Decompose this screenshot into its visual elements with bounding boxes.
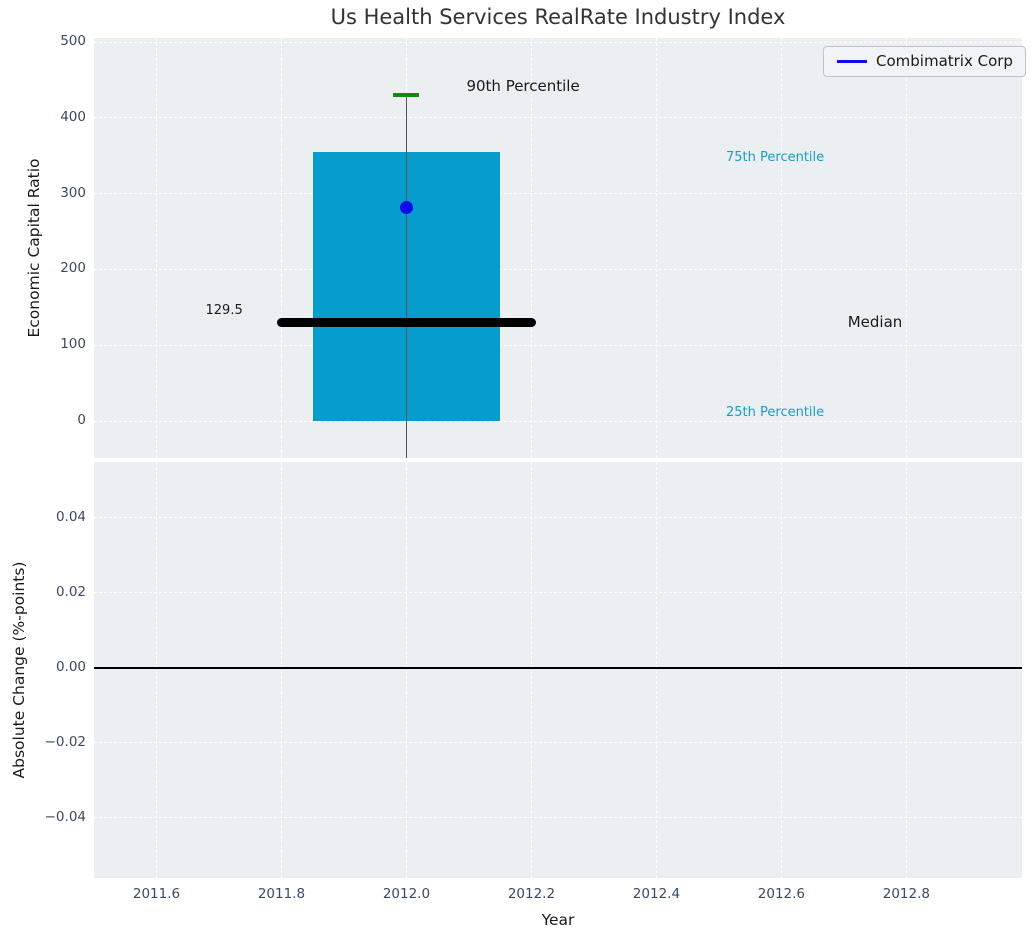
gridline-vertical xyxy=(905,462,907,878)
x-tick-label: 2012.8 xyxy=(882,886,930,902)
median-annotation: Median xyxy=(847,312,903,331)
axes-background xyxy=(94,38,1022,458)
y-tick-label: 300 xyxy=(60,184,86,201)
gridline-horizontal xyxy=(94,517,1022,519)
y-tick-label: −0.04 xyxy=(44,808,86,825)
gridline-horizontal xyxy=(94,592,1022,594)
gridline-vertical xyxy=(155,462,157,878)
median-value-annotation: 129.5 xyxy=(205,302,243,318)
x-tick-label: 2012.6 xyxy=(757,886,806,902)
gridline-vertical xyxy=(280,462,282,878)
legend-line-swatch xyxy=(837,59,867,63)
gridline-horizontal xyxy=(94,344,1022,346)
y-tick-label: 500 xyxy=(60,33,86,50)
y-tick-label: 0.02 xyxy=(55,583,86,600)
y-tick-label: 100 xyxy=(60,336,86,353)
median-line xyxy=(276,318,536,328)
p75-annotation: 75th Percentile xyxy=(726,149,825,165)
gridline-horizontal xyxy=(94,268,1022,270)
gridline-horizontal xyxy=(94,193,1022,195)
x-tick-label: 2012.4 xyxy=(632,886,681,902)
gridline-vertical xyxy=(780,38,782,458)
x-tick-label: 2011.6 xyxy=(132,886,181,902)
zero-line xyxy=(94,666,1022,669)
legend: Combimatrix Corp xyxy=(823,46,1026,77)
gridline-vertical xyxy=(655,38,657,458)
p90-cap xyxy=(393,93,420,98)
gridline-vertical xyxy=(530,462,532,878)
p25-annotation: 25th Percentile xyxy=(726,405,825,420)
top-y-axis-label: Economic Capital Ratio xyxy=(25,158,43,338)
gridline-horizontal xyxy=(94,420,1022,422)
gridline-vertical xyxy=(780,462,782,878)
gridline-vertical xyxy=(405,462,407,878)
gridline-horizontal xyxy=(94,117,1022,119)
legend-label: Combimatrix Corp xyxy=(876,52,1013,70)
gridline-vertical xyxy=(155,38,157,458)
axes-background xyxy=(94,462,1022,878)
y-tick-label: 0.00 xyxy=(55,658,86,675)
y-tick-label: 400 xyxy=(60,108,86,125)
company-point xyxy=(399,200,413,214)
x-tick-label: 2011.8 xyxy=(257,886,306,902)
y-tick-label: 0 xyxy=(77,412,86,428)
gridline-vertical xyxy=(905,38,907,458)
whisker-line xyxy=(405,95,408,458)
gridline-vertical xyxy=(280,38,282,458)
x-tick-label: 2012.2 xyxy=(507,886,556,902)
p90-annotation: 90th Percentile xyxy=(466,77,580,96)
gridline-vertical xyxy=(655,462,657,878)
x-tick-label: 2012.0 xyxy=(382,886,431,902)
gridline-horizontal xyxy=(94,41,1022,43)
gridline-horizontal xyxy=(94,817,1022,819)
y-tick-label: 0.04 xyxy=(55,508,86,525)
y-tick-label: −0.02 xyxy=(44,733,86,750)
bottom-y-axis-label: Absolute Change (%-points) xyxy=(10,561,28,779)
y-tick-label: 200 xyxy=(60,260,86,277)
gridline-horizontal xyxy=(94,742,1022,744)
x-axis-label: Year xyxy=(541,911,575,929)
chart-title: Us Health Services RealRate Industry Ind… xyxy=(330,5,786,29)
gridline-vertical xyxy=(530,38,532,458)
